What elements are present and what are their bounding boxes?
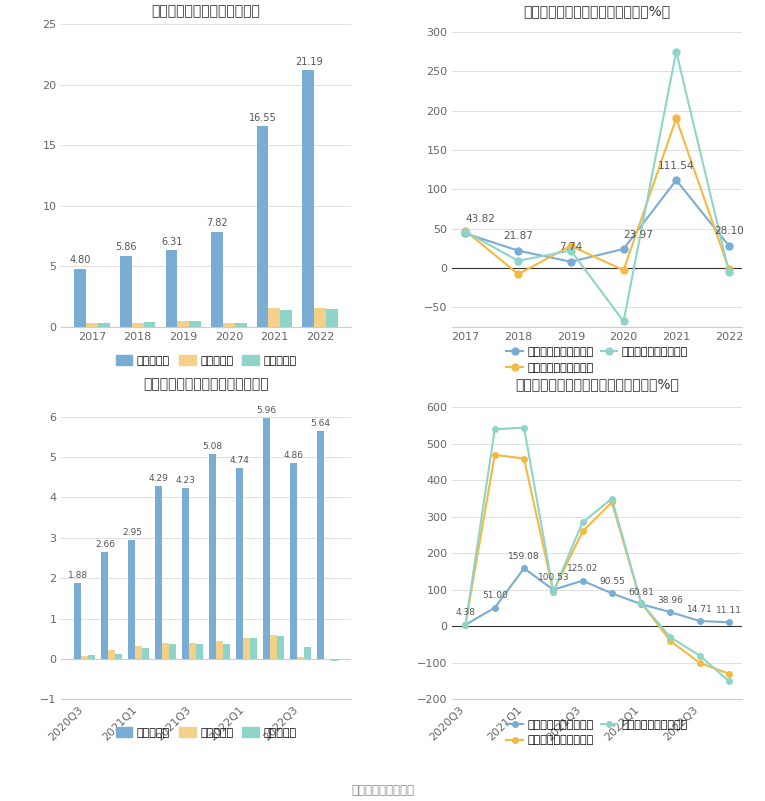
Bar (162, 642, 169, 659)
Text: 125.02: 125.02 (567, 565, 598, 574)
Bar (89, 655, 96, 659)
Bar (243, 638, 250, 659)
Text: 5.64: 5.64 (311, 420, 330, 429)
Bar (290, 463, 297, 659)
Text: 21.19: 21.19 (295, 57, 322, 66)
Bar (302, 70, 314, 327)
Text: 4.80: 4.80 (70, 255, 92, 265)
Text: 100.53: 100.53 (538, 574, 569, 582)
Bar (86, 324, 98, 327)
Title: 营收、净利同比增长率季度变动情况（%）: 营收、净利同比增长率季度变动情况（%） (516, 377, 679, 391)
Bar (74, 268, 86, 327)
Bar (109, 650, 116, 659)
Text: 数据来源：恒生聚源: 数据来源：恒生聚源 (351, 784, 414, 797)
Text: 5.86: 5.86 (116, 242, 137, 252)
Text: 14.71: 14.71 (687, 605, 712, 614)
Text: 4.23: 4.23 (176, 477, 196, 485)
Bar (216, 641, 223, 659)
Text: 159.08: 159.08 (508, 552, 540, 561)
Bar (277, 635, 284, 659)
Bar (209, 454, 216, 659)
Bar (120, 256, 132, 327)
Text: 7.74: 7.74 (559, 243, 582, 252)
Text: 23.97: 23.97 (623, 230, 653, 239)
Bar (326, 309, 338, 327)
Bar (304, 647, 311, 659)
Bar (81, 656, 89, 659)
Bar (250, 638, 257, 659)
Bar (236, 468, 243, 659)
Bar (223, 323, 235, 327)
Bar (155, 485, 162, 659)
Text: 38.96: 38.96 (657, 596, 683, 605)
Text: 7.82: 7.82 (207, 219, 228, 228)
Bar (144, 322, 155, 327)
Bar (324, 659, 330, 660)
Bar (135, 646, 142, 659)
Bar (129, 540, 135, 659)
Text: 2.66: 2.66 (95, 540, 115, 549)
Text: 5.96: 5.96 (256, 406, 277, 416)
Text: 1.88: 1.88 (68, 571, 88, 580)
Bar (116, 654, 122, 659)
Bar (177, 321, 189, 327)
Bar (101, 552, 109, 659)
Bar (314, 308, 326, 327)
Bar (223, 643, 230, 659)
Legend: 营业总收入, 归母净利润, 扣非净利润: 营业总收入, 归母净利润, 扣非净利润 (112, 350, 301, 370)
Bar (182, 488, 189, 659)
Text: 16.55: 16.55 (249, 113, 277, 123)
Legend: 营业总收入同比增长率, 归母净利润同比增长率, 扣非净利润同比增长率: 营业总收入同比增长率, 归母净利润同比增长率, 扣非净利润同比增长率 (502, 715, 692, 750)
Bar (132, 323, 144, 327)
Text: 4.29: 4.29 (149, 474, 169, 483)
Bar (269, 308, 280, 327)
Bar (330, 659, 338, 661)
Bar (317, 431, 324, 659)
Bar (270, 634, 277, 659)
Bar (256, 127, 269, 327)
Bar (189, 642, 196, 659)
Bar (98, 324, 110, 327)
Legend: 营业总收入同比增长率, 归母净利润同比增长率, 扣非净利润同比增长率: 营业总收入同比增长率, 归母净利润同比增长率, 扣非净利润同比增长率 (502, 343, 692, 377)
Bar (280, 310, 292, 327)
Bar (263, 418, 270, 659)
Legend: 营业总收入, 归母净利润, 扣非净利润: 营业总收入, 归母净利润, 扣非净利润 (112, 723, 301, 743)
Text: 111.54: 111.54 (658, 161, 695, 171)
Text: 4.74: 4.74 (230, 456, 249, 465)
Text: 43.82: 43.82 (465, 214, 496, 224)
Bar (297, 657, 304, 659)
Bar (165, 251, 177, 327)
Text: 28.10: 28.10 (714, 227, 744, 236)
Bar (169, 643, 176, 659)
Bar (189, 321, 201, 327)
Text: 90.55: 90.55 (599, 577, 625, 586)
Text: 5.08: 5.08 (203, 442, 223, 451)
Title: 营收、净利季度变动情况（亿元）: 营收、净利季度变动情况（亿元） (143, 377, 269, 391)
Bar (196, 643, 203, 659)
Text: 4.38: 4.38 (455, 609, 476, 618)
Bar (211, 232, 223, 327)
Title: 历年营收、净利同比增长率情况（%）: 历年营收、净利同比增长率情况（%） (523, 5, 671, 18)
Bar (235, 323, 246, 327)
Text: 4.86: 4.86 (284, 451, 304, 460)
Text: 11.11: 11.11 (716, 606, 742, 615)
Text: 6.31: 6.31 (161, 237, 183, 247)
Bar (74, 583, 81, 659)
Title: 历年营收、净利情况（亿元）: 历年营收、净利情况（亿元） (151, 5, 261, 18)
Text: 51.00: 51.00 (482, 591, 508, 601)
Text: 21.87: 21.87 (503, 231, 533, 241)
Text: 60.81: 60.81 (628, 588, 654, 597)
Bar (142, 648, 149, 659)
Text: 2.95: 2.95 (122, 528, 142, 537)
